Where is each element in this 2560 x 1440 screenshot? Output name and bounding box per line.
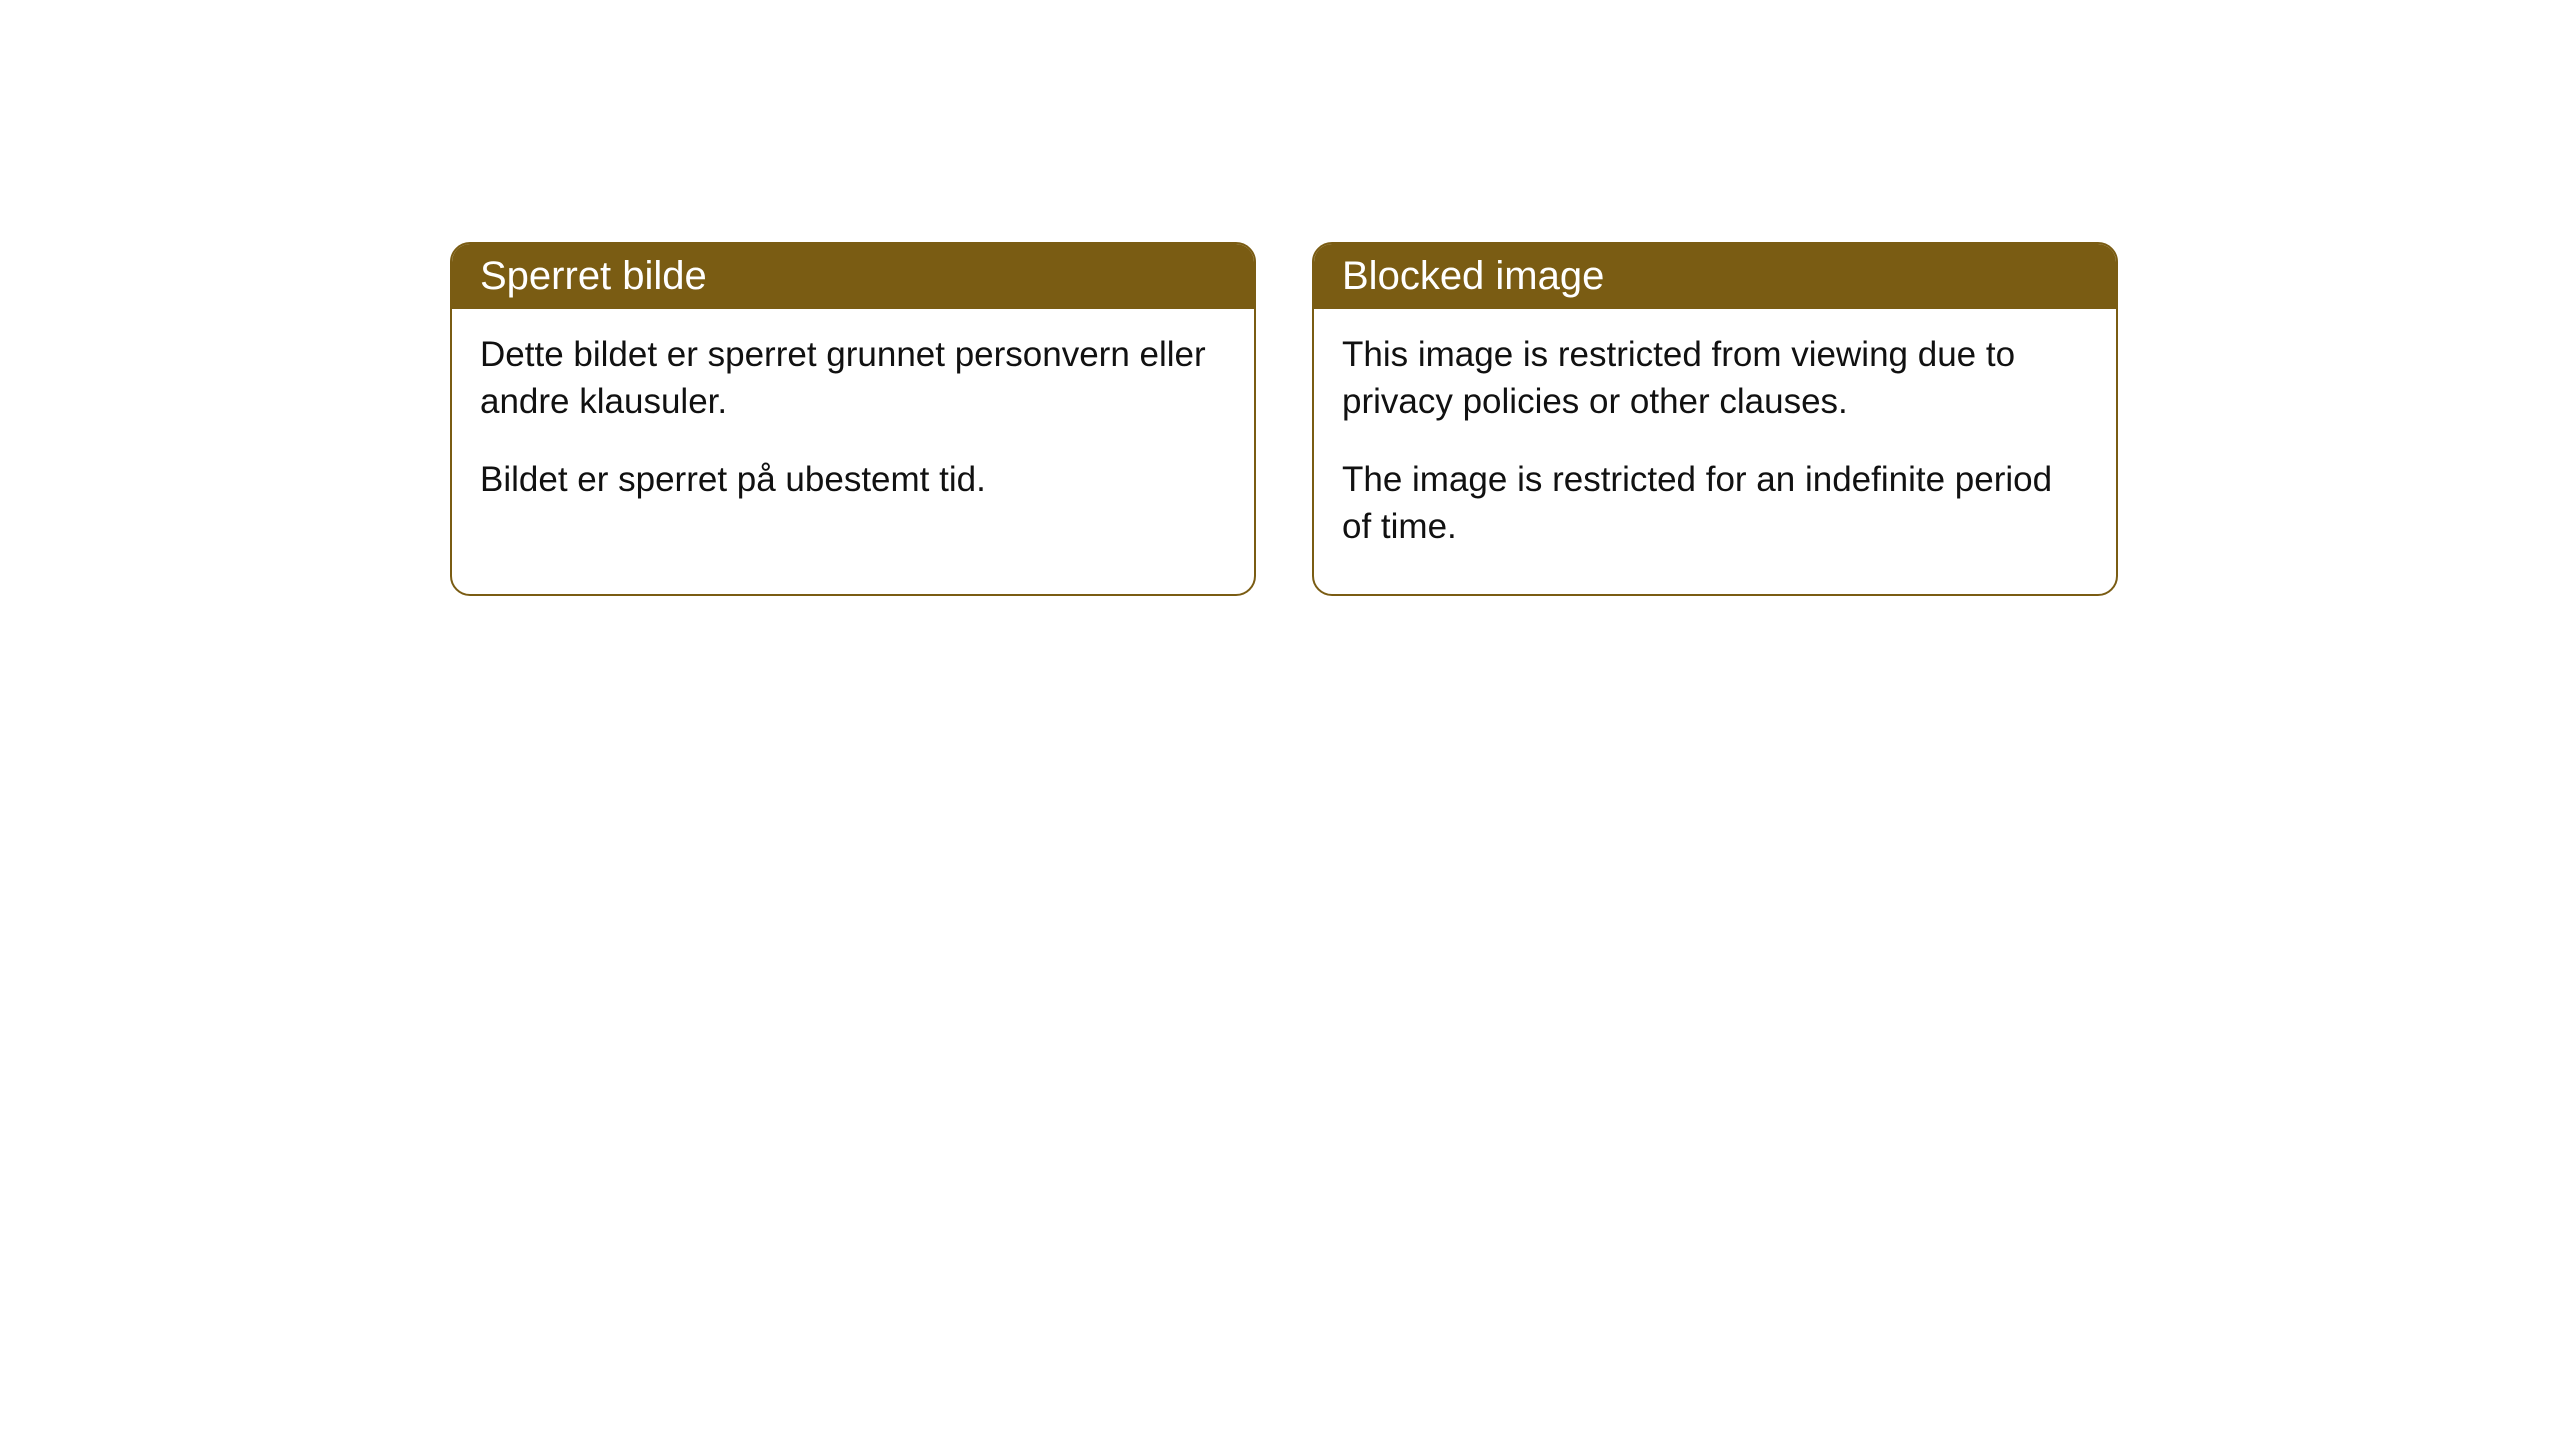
- card-header-norwegian: Sperret bilde: [452, 244, 1254, 309]
- blocked-image-card-norwegian: Sperret bilde Dette bildet er sperret gr…: [450, 242, 1256, 596]
- notice-cards-container: Sperret bilde Dette bildet er sperret gr…: [450, 242, 2118, 596]
- card-paragraph-1: This image is restricted from viewing du…: [1342, 331, 2088, 426]
- card-body-english: This image is restricted from viewing du…: [1314, 309, 2116, 594]
- card-paragraph-2: The image is restricted for an indefinit…: [1342, 456, 2088, 551]
- card-paragraph-2: Bildet er sperret på ubestemt tid.: [480, 456, 1226, 503]
- card-paragraph-1: Dette bildet er sperret grunnet personve…: [480, 331, 1226, 426]
- card-title: Blocked image: [1342, 254, 1604, 298]
- card-body-norwegian: Dette bildet er sperret grunnet personve…: [452, 309, 1254, 547]
- card-title: Sperret bilde: [480, 254, 707, 298]
- blocked-image-card-english: Blocked image This image is restricted f…: [1312, 242, 2118, 596]
- card-header-english: Blocked image: [1314, 244, 2116, 309]
